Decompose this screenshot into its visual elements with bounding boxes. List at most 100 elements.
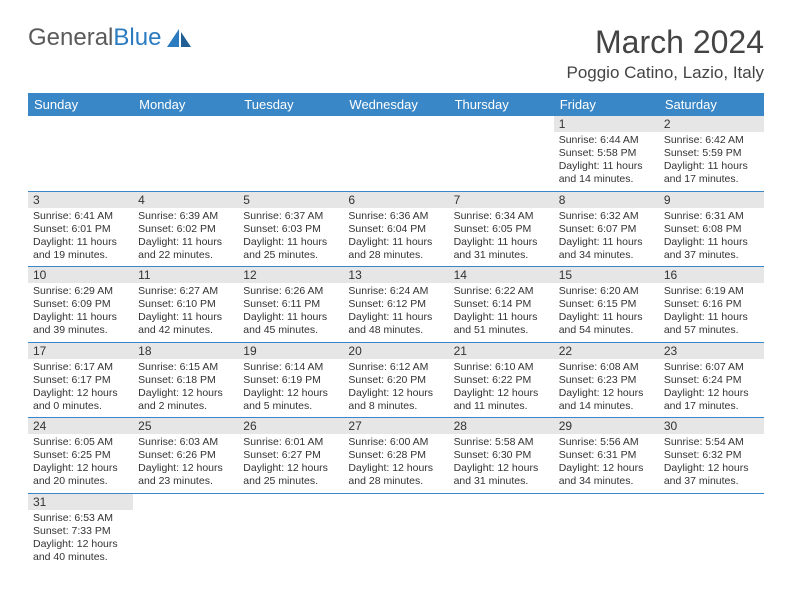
calendar-cell (343, 116, 448, 191)
calendar-cell: 13Sunrise: 6:24 AMSunset: 6:12 PMDayligh… (343, 267, 448, 343)
day-number: 19 (238, 343, 343, 359)
calendar-cell: 21Sunrise: 6:10 AMSunset: 6:22 PMDayligh… (449, 342, 554, 418)
calendar-cell: 6Sunrise: 6:36 AMSunset: 6:04 PMDaylight… (343, 191, 448, 267)
location: Poggio Catino, Lazio, Italy (566, 63, 764, 83)
calendar-cell: 28Sunrise: 5:58 AMSunset: 6:30 PMDayligh… (449, 418, 554, 494)
calendar-cell (554, 493, 659, 568)
day-number: 13 (343, 267, 448, 283)
weekday-header: Monday (133, 93, 238, 116)
day-data: Sunrise: 6:29 AMSunset: 6:09 PMDaylight:… (28, 283, 133, 342)
day-data: Sunrise: 6:14 AMSunset: 6:19 PMDaylight:… (238, 359, 343, 418)
day-number: 15 (554, 267, 659, 283)
calendar-cell: 7Sunrise: 6:34 AMSunset: 6:05 PMDaylight… (449, 191, 554, 267)
day-data: Sunrise: 6:53 AMSunset: 7:33 PMDaylight:… (28, 510, 133, 569)
calendar-cell: 26Sunrise: 6:01 AMSunset: 6:27 PMDayligh… (238, 418, 343, 494)
calendar-cell: 22Sunrise: 6:08 AMSunset: 6:23 PMDayligh… (554, 342, 659, 418)
day-number: 9 (659, 192, 764, 208)
day-number: 29 (554, 418, 659, 434)
calendar-cell: 9Sunrise: 6:31 AMSunset: 6:08 PMDaylight… (659, 191, 764, 267)
calendar-cell (343, 493, 448, 568)
month-title: March 2024 (566, 24, 764, 61)
day-data: Sunrise: 6:19 AMSunset: 6:16 PMDaylight:… (659, 283, 764, 342)
day-data: Sunrise: 6:05 AMSunset: 6:25 PMDaylight:… (28, 434, 133, 493)
day-data: Sunrise: 5:58 AMSunset: 6:30 PMDaylight:… (449, 434, 554, 493)
calendar-cell: 30Sunrise: 5:54 AMSunset: 6:32 PMDayligh… (659, 418, 764, 494)
calendar-row: 10Sunrise: 6:29 AMSunset: 6:09 PMDayligh… (28, 267, 764, 343)
calendar-row: 31Sunrise: 6:53 AMSunset: 7:33 PMDayligh… (28, 493, 764, 568)
day-data: Sunrise: 6:27 AMSunset: 6:10 PMDaylight:… (133, 283, 238, 342)
calendar-row: 17Sunrise: 6:17 AMSunset: 6:17 PMDayligh… (28, 342, 764, 418)
calendar-cell: 1Sunrise: 6:44 AMSunset: 5:58 PMDaylight… (554, 116, 659, 191)
day-data: Sunrise: 6:20 AMSunset: 6:15 PMDaylight:… (554, 283, 659, 342)
title-block: March 2024 Poggio Catino, Lazio, Italy (566, 24, 764, 83)
calendar-cell: 16Sunrise: 6:19 AMSunset: 6:16 PMDayligh… (659, 267, 764, 343)
day-data: Sunrise: 6:15 AMSunset: 6:18 PMDaylight:… (133, 359, 238, 418)
day-number: 10 (28, 267, 133, 283)
day-number: 14 (449, 267, 554, 283)
day-data: Sunrise: 6:39 AMSunset: 6:02 PMDaylight:… (133, 208, 238, 267)
calendar-cell (449, 116, 554, 191)
calendar-cell: 2Sunrise: 6:42 AMSunset: 5:59 PMDaylight… (659, 116, 764, 191)
brand-word1: General (28, 24, 113, 52)
day-number: 7 (449, 192, 554, 208)
day-number: 21 (449, 343, 554, 359)
day-number: 8 (554, 192, 659, 208)
calendar-cell: 11Sunrise: 6:27 AMSunset: 6:10 PMDayligh… (133, 267, 238, 343)
day-data: Sunrise: 6:17 AMSunset: 6:17 PMDaylight:… (28, 359, 133, 418)
day-number: 24 (28, 418, 133, 434)
day-data: Sunrise: 6:41 AMSunset: 6:01 PMDaylight:… (28, 208, 133, 267)
calendar-cell: 18Sunrise: 6:15 AMSunset: 6:18 PMDayligh… (133, 342, 238, 418)
day-number: 17 (28, 343, 133, 359)
day-number: 27 (343, 418, 448, 434)
calendar-head: SundayMondayTuesdayWednesdayThursdayFrid… (28, 93, 764, 116)
calendar-cell: 5Sunrise: 6:37 AMSunset: 6:03 PMDaylight… (238, 191, 343, 267)
day-number: 20 (343, 343, 448, 359)
day-number: 25 (133, 418, 238, 434)
day-data: Sunrise: 6:24 AMSunset: 6:12 PMDaylight:… (343, 283, 448, 342)
calendar-table: SundayMondayTuesdayWednesdayThursdayFrid… (28, 93, 764, 568)
day-number: 4 (133, 192, 238, 208)
calendar-cell (449, 493, 554, 568)
calendar-cell: 20Sunrise: 6:12 AMSunset: 6:20 PMDayligh… (343, 342, 448, 418)
day-data: Sunrise: 6:44 AMSunset: 5:58 PMDaylight:… (554, 132, 659, 191)
day-data: Sunrise: 6:00 AMSunset: 6:28 PMDaylight:… (343, 434, 448, 493)
day-data: Sunrise: 6:01 AMSunset: 6:27 PMDaylight:… (238, 434, 343, 493)
calendar-cell: 23Sunrise: 6:07 AMSunset: 6:24 PMDayligh… (659, 342, 764, 418)
day-data: Sunrise: 6:31 AMSunset: 6:08 PMDaylight:… (659, 208, 764, 267)
calendar-cell: 27Sunrise: 6:00 AMSunset: 6:28 PMDayligh… (343, 418, 448, 494)
day-number: 16 (659, 267, 764, 283)
calendar-cell: 25Sunrise: 6:03 AMSunset: 6:26 PMDayligh… (133, 418, 238, 494)
weekday-header: Tuesday (238, 93, 343, 116)
day-data: Sunrise: 6:32 AMSunset: 6:07 PMDaylight:… (554, 208, 659, 267)
brand-logo: GeneralBlue (28, 24, 193, 52)
day-number: 26 (238, 418, 343, 434)
day-number: 1 (554, 116, 659, 132)
weekday-header: Thursday (449, 93, 554, 116)
calendar-cell: 31Sunrise: 6:53 AMSunset: 7:33 PMDayligh… (28, 493, 133, 568)
day-data: Sunrise: 6:34 AMSunset: 6:05 PMDaylight:… (449, 208, 554, 267)
calendar-cell (133, 493, 238, 568)
calendar-row: 24Sunrise: 6:05 AMSunset: 6:25 PMDayligh… (28, 418, 764, 494)
calendar-cell: 17Sunrise: 6:17 AMSunset: 6:17 PMDayligh… (28, 342, 133, 418)
sail-icon (165, 27, 193, 49)
calendar-cell: 12Sunrise: 6:26 AMSunset: 6:11 PMDayligh… (238, 267, 343, 343)
calendar-cell (238, 493, 343, 568)
calendar-cell (659, 493, 764, 568)
day-number: 30 (659, 418, 764, 434)
weekday-header: Sunday (28, 93, 133, 116)
calendar-cell: 4Sunrise: 6:39 AMSunset: 6:02 PMDaylight… (133, 191, 238, 267)
day-data: Sunrise: 6:12 AMSunset: 6:20 PMDaylight:… (343, 359, 448, 418)
day-data: Sunrise: 6:10 AMSunset: 6:22 PMDaylight:… (449, 359, 554, 418)
day-data: Sunrise: 6:36 AMSunset: 6:04 PMDaylight:… (343, 208, 448, 267)
calendar-body: 1Sunrise: 6:44 AMSunset: 5:58 PMDaylight… (28, 116, 764, 568)
day-number: 3 (28, 192, 133, 208)
day-data: Sunrise: 6:22 AMSunset: 6:14 PMDaylight:… (449, 283, 554, 342)
day-number: 11 (133, 267, 238, 283)
weekday-header: Friday (554, 93, 659, 116)
calendar-cell: 24Sunrise: 6:05 AMSunset: 6:25 PMDayligh… (28, 418, 133, 494)
weekday-header: Wednesday (343, 93, 448, 116)
day-data: Sunrise: 5:56 AMSunset: 6:31 PMDaylight:… (554, 434, 659, 493)
calendar-row: 3Sunrise: 6:41 AMSunset: 6:01 PMDaylight… (28, 191, 764, 267)
weekday-header: Saturday (659, 93, 764, 116)
day-number: 28 (449, 418, 554, 434)
